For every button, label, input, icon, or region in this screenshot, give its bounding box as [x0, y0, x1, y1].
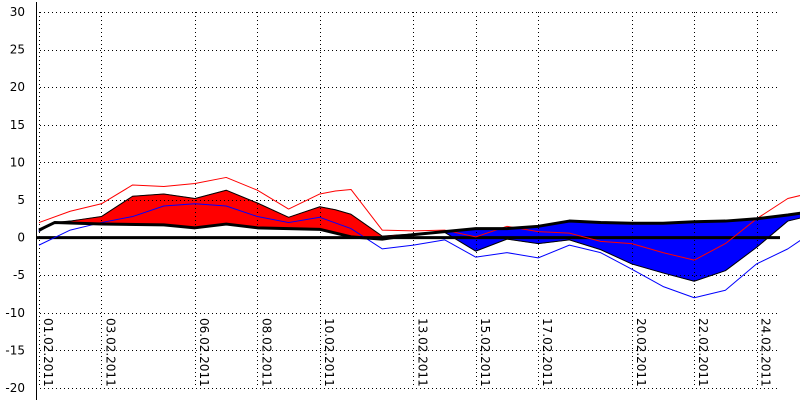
x-tick-label: 10.02.2011: [322, 318, 336, 387]
y-tick-label: 20: [10, 80, 25, 94]
series-line-baseline: [38, 211, 800, 241]
x-tick-label: 01.02.2011: [41, 318, 55, 387]
x-tick-label: 22.02.2011: [696, 318, 710, 387]
y-tick-label: -15: [5, 343, 25, 357]
x-tick-label: 06.02.2011: [197, 318, 211, 387]
series-line-blue: [38, 203, 800, 299]
y-tick-label: 5: [17, 193, 25, 207]
x-tick-label: 20.02.2011: [634, 318, 648, 387]
y-tick-label: 10: [10, 155, 25, 169]
x-tick-label: 15.02.2011: [478, 318, 492, 387]
x-tick-label: 03.02.2011: [103, 318, 117, 387]
y-tick-label: -10: [5, 306, 25, 320]
x-tick-label: 17.02.2011: [540, 318, 554, 387]
y-tick-label: -20: [5, 381, 25, 395]
x-tick-label: 08.02.2011: [259, 318, 273, 387]
x-tick-label: 24.02.2011: [759, 318, 773, 387]
y-tick-label: 25: [10, 43, 25, 57]
y-tick-label: 15: [10, 118, 25, 132]
y-tick-label: 0: [17, 231, 25, 245]
y-tick-label: -5: [13, 268, 25, 282]
x-tick-label: 13.02.2011: [415, 318, 429, 387]
y-tick-label: 30: [10, 5, 25, 19]
